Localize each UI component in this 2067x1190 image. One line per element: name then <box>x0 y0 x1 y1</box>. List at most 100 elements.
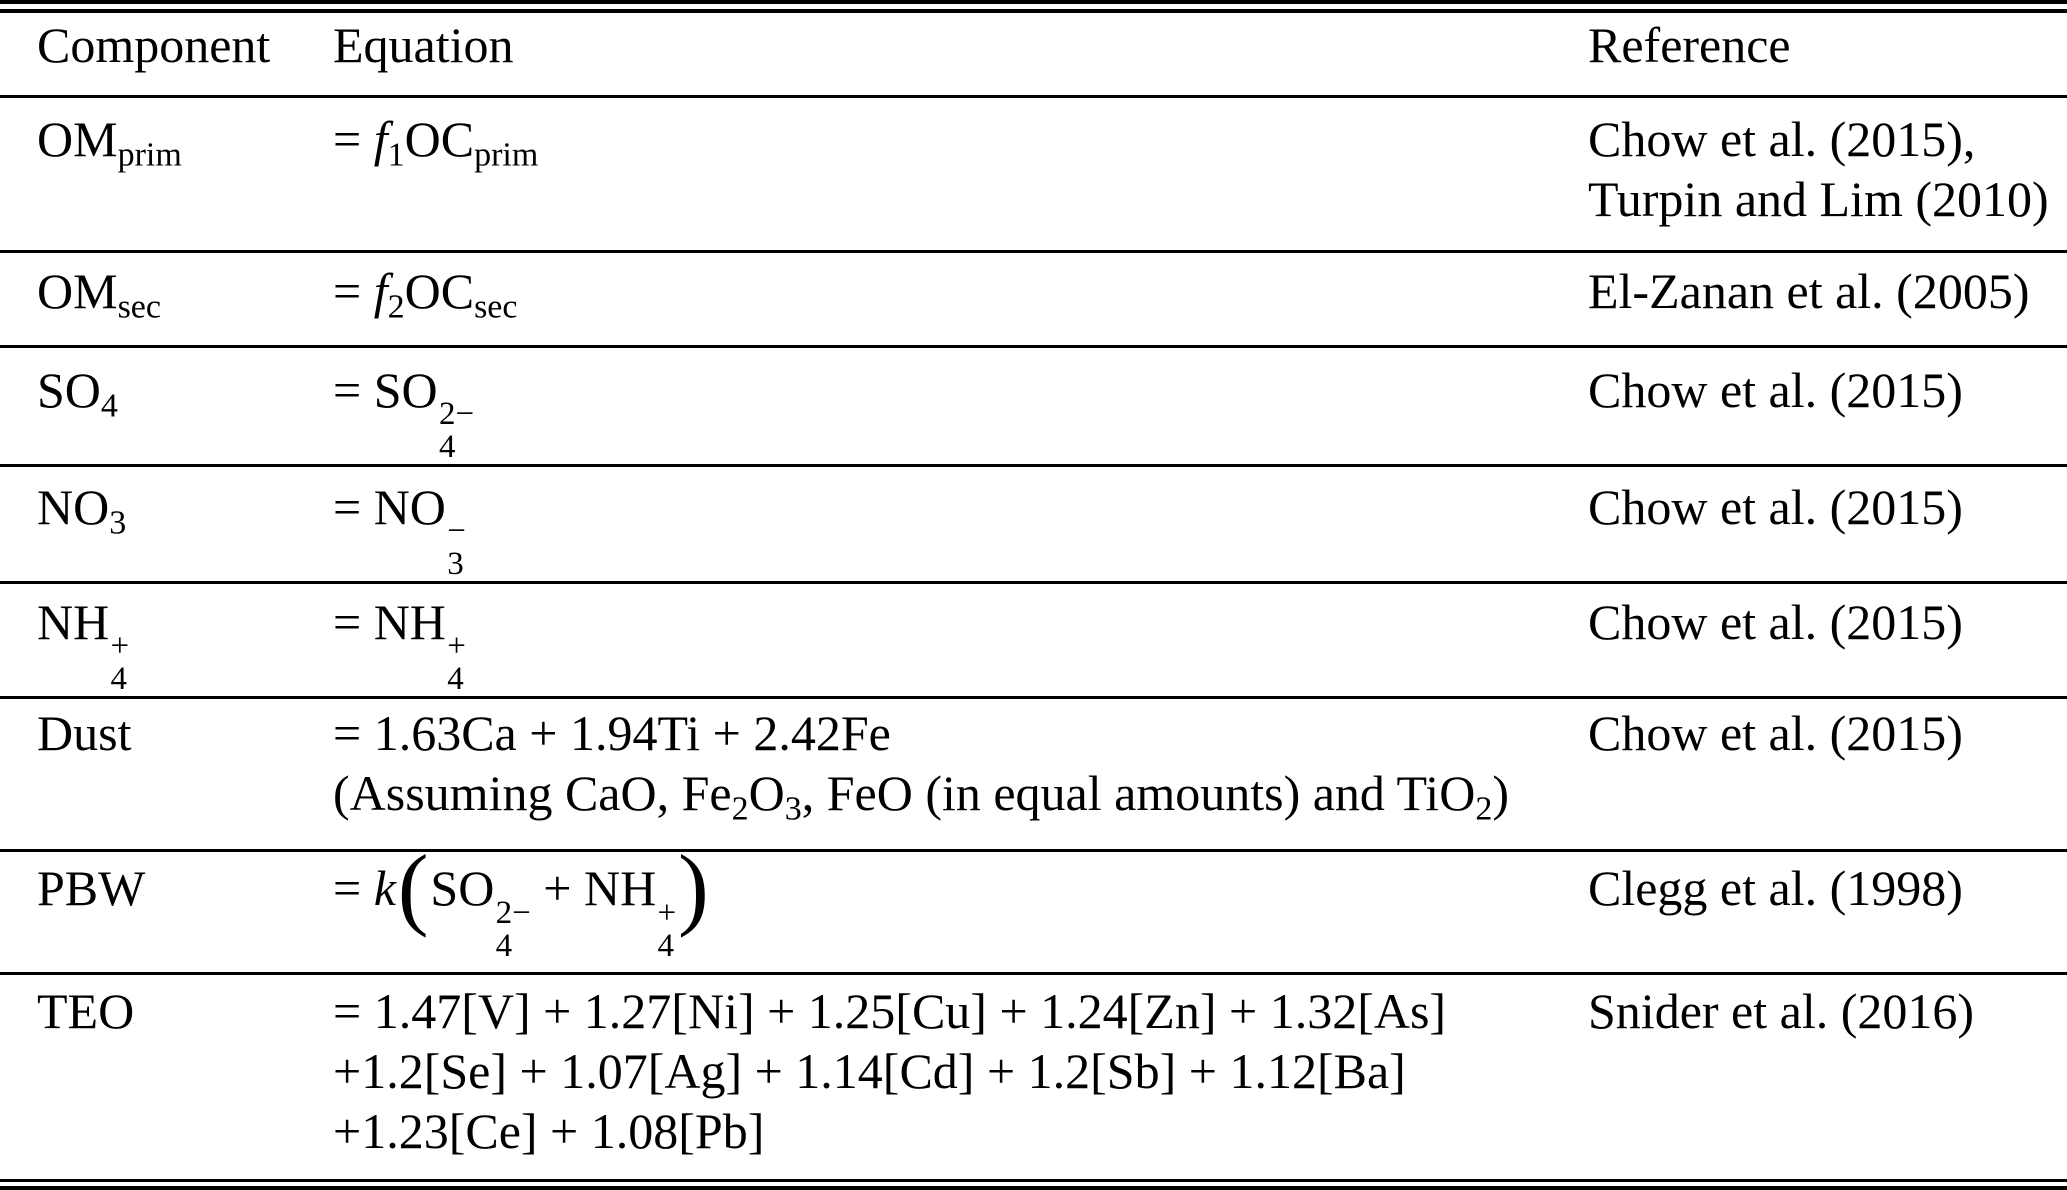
text-run: = NH <box>333 594 446 651</box>
sub-sup-stack: −3 <box>447 515 466 581</box>
equation-cell: = k(SO 2− 4 + NH +4) <box>333 842 1588 964</box>
text-run: NO <box>37 479 110 536</box>
sub-sup-stack: +4 <box>111 630 130 696</box>
text-run: SO <box>37 362 101 418</box>
text-run: OC <box>404 111 475 167</box>
reference-cell: El-Zanan et al. (2005) <box>1588 261 2067 321</box>
text-run: = 1.47[V] + 1.27[Ni] + 1.25[Cu] + 1.24[Z… <box>333 983 1447 1040</box>
superscript: + <box>447 628 466 665</box>
text-run: + NH <box>530 860 657 917</box>
reference-cell: Chow et al. (2015) <box>1588 592 2067 652</box>
superscript: + <box>657 894 677 931</box>
equation-line: +1.23[Ce] + 1.08[Pb] <box>333 1101 1588 1161</box>
equation-cell: = 1.47[V] + 1.27[Ni] + 1.25[Cu] + 1.24[Z… <box>333 981 1588 1161</box>
column-header-equation: Equation <box>333 17 514 73</box>
equation-line: (Assuming CaO, Fe2O3, FeO (in equal amou… <box>333 763 1588 827</box>
subscript: 4 <box>438 429 456 466</box>
table-row: NO3 = NO −3 Chow et al. (2015) <box>0 467 2067 585</box>
component-cell: Dust <box>0 703 333 763</box>
component-cell: NH +4 <box>0 592 333 696</box>
reference-cell: Chow et al. (2015) <box>1588 477 2067 537</box>
component-cell: TEO <box>0 981 333 1041</box>
subscript: prim <box>117 136 182 174</box>
component-cell: OMsec <box>0 261 333 325</box>
reference-line: Turpin and Lim (2010) <box>1588 171 2049 227</box>
text-run: , FeO (in equal amounts) and TiO <box>801 765 1476 822</box>
text-run: = <box>333 860 374 917</box>
table-row: PBW = k(SO 2− 4 + NH +4) Clegg et al. (1998) <box>0 842 2067 976</box>
subscript: sec <box>117 288 161 326</box>
text-run: (Assuming CaO, Fe <box>333 765 732 822</box>
table-body: OMprim = f1OCprim Chow et al. (2015), Turpi… <box>0 98 2067 1179</box>
reference-cell: Chow et al. (2015) <box>1588 703 2067 763</box>
table-bottom-rule <box>0 1179 2067 1190</box>
reference-line: El-Zanan et al. (2005) <box>1588 263 2030 319</box>
text-run: PBW <box>37 860 146 917</box>
text-run: = <box>333 263 374 319</box>
equation-cell: = NH +4 <box>333 592 1588 696</box>
subscript: 2 <box>731 790 749 828</box>
table-row: SO4 = SO 2− 4 Chow et al. (2015) <box>0 348 2067 468</box>
equation-line: = NO −3 <box>333 477 1588 581</box>
subscript: 2 <box>387 288 405 326</box>
superscript: − <box>447 513 466 550</box>
equation-line: = NH +4 <box>333 592 1588 696</box>
equation-cell: = f2OCsec <box>333 261 1588 325</box>
equation-cell: = NO −3 <box>333 477 1588 581</box>
reference-line: Chow et al. (2015), <box>1588 111 1976 167</box>
text-run: = 1.63Ca + 1.94Ti + 2.42Fe <box>333 705 891 762</box>
table-row: OMsec = f2OCsec El-Zanan et al. (2005) <box>0 253 2067 348</box>
superscript: 2− <box>495 894 531 931</box>
sub-sup-stack: +4 <box>657 894 677 964</box>
variable-italic: f <box>373 111 388 167</box>
table-row: TEO = 1.47[V] + 1.27[Ni] + 1.25[Cu] + 1.2… <box>0 975 2067 1179</box>
big-paren: ) <box>677 837 709 940</box>
variable-italic: k <box>373 860 396 917</box>
subscript: 2 <box>1475 790 1493 828</box>
subscript: 4 <box>447 661 464 698</box>
sub-sup-stack: +4 <box>447 630 466 696</box>
component-cell: SO4 <box>0 360 333 424</box>
reference-line: Chow et al. (2015) <box>1588 705 1963 762</box>
subscript: 4 <box>100 387 118 425</box>
equation-line: = f2OCsec <box>333 261 1588 325</box>
text-run: Dust <box>37 705 132 762</box>
subscript: 4 <box>110 661 128 698</box>
table-header-row: Component Equation Reference <box>0 13 2067 98</box>
equation-line: = f1OCprim <box>333 109 1588 173</box>
reference-line: Chow et al. (2015) <box>1588 594 1963 651</box>
table-row: NH +4 = NH +4 Chow et al. (2015) <box>0 584 2067 700</box>
subscript: 1 <box>387 136 405 174</box>
equation-cell: = SO 2− 4 <box>333 360 1588 464</box>
subscript: prim <box>474 136 539 174</box>
text-run: = NO <box>333 479 446 536</box>
text-run: +1.2[Se] + 1.07[Ag] + 1.14[Cd] + 1.2[Sb]… <box>333 1043 1406 1100</box>
reference-line: Chow et al. (2015) <box>1588 479 1963 536</box>
text-run: OM <box>37 263 118 319</box>
subscript: sec <box>474 288 518 326</box>
text-run: O <box>748 765 785 822</box>
column-header-reference: Reference <box>1588 17 1791 73</box>
text-run: OM <box>37 111 118 167</box>
equation-line: = 1.47[V] + 1.27[Ni] + 1.25[Cu] + 1.24[Z… <box>333 981 1588 1041</box>
table-row: OMprim = f1OCprim Chow et al. (2015), Turpi… <box>0 98 2067 253</box>
text-run: SO <box>430 860 495 917</box>
sub-sup-stack: 2− 4 <box>495 894 531 963</box>
text-run: OC <box>404 263 475 319</box>
component-cell: PBW <box>0 858 333 918</box>
big-paren: ( <box>397 837 429 940</box>
reference-cell: Chow et al. (2015), Turpin and Lim (2010) <box>1588 109 2067 229</box>
equation-cell: = f1OCprim <box>333 109 1588 173</box>
variable-italic: f <box>373 263 388 319</box>
superscript: + <box>110 628 130 665</box>
subscript: 4 <box>657 927 675 964</box>
equation-line: = SO 2− 4 <box>333 360 1588 464</box>
equation-line: = 1.63Ca + 1.94Ti + 2.42Fe <box>333 703 1588 763</box>
column-header-component: Component <box>37 17 271 73</box>
equation-cell: = 1.63Ca + 1.94Ti + 2.42Fe (Assuming CaO,… <box>333 703 1588 827</box>
reference-cell: Chow et al. (2015) <box>1588 360 2067 420</box>
text-run: = SO <box>333 362 438 418</box>
equation-line: = k(SO 2− 4 + NH +4) <box>333 842 1588 964</box>
sub-sup-stack: 2− 4 <box>439 398 474 464</box>
